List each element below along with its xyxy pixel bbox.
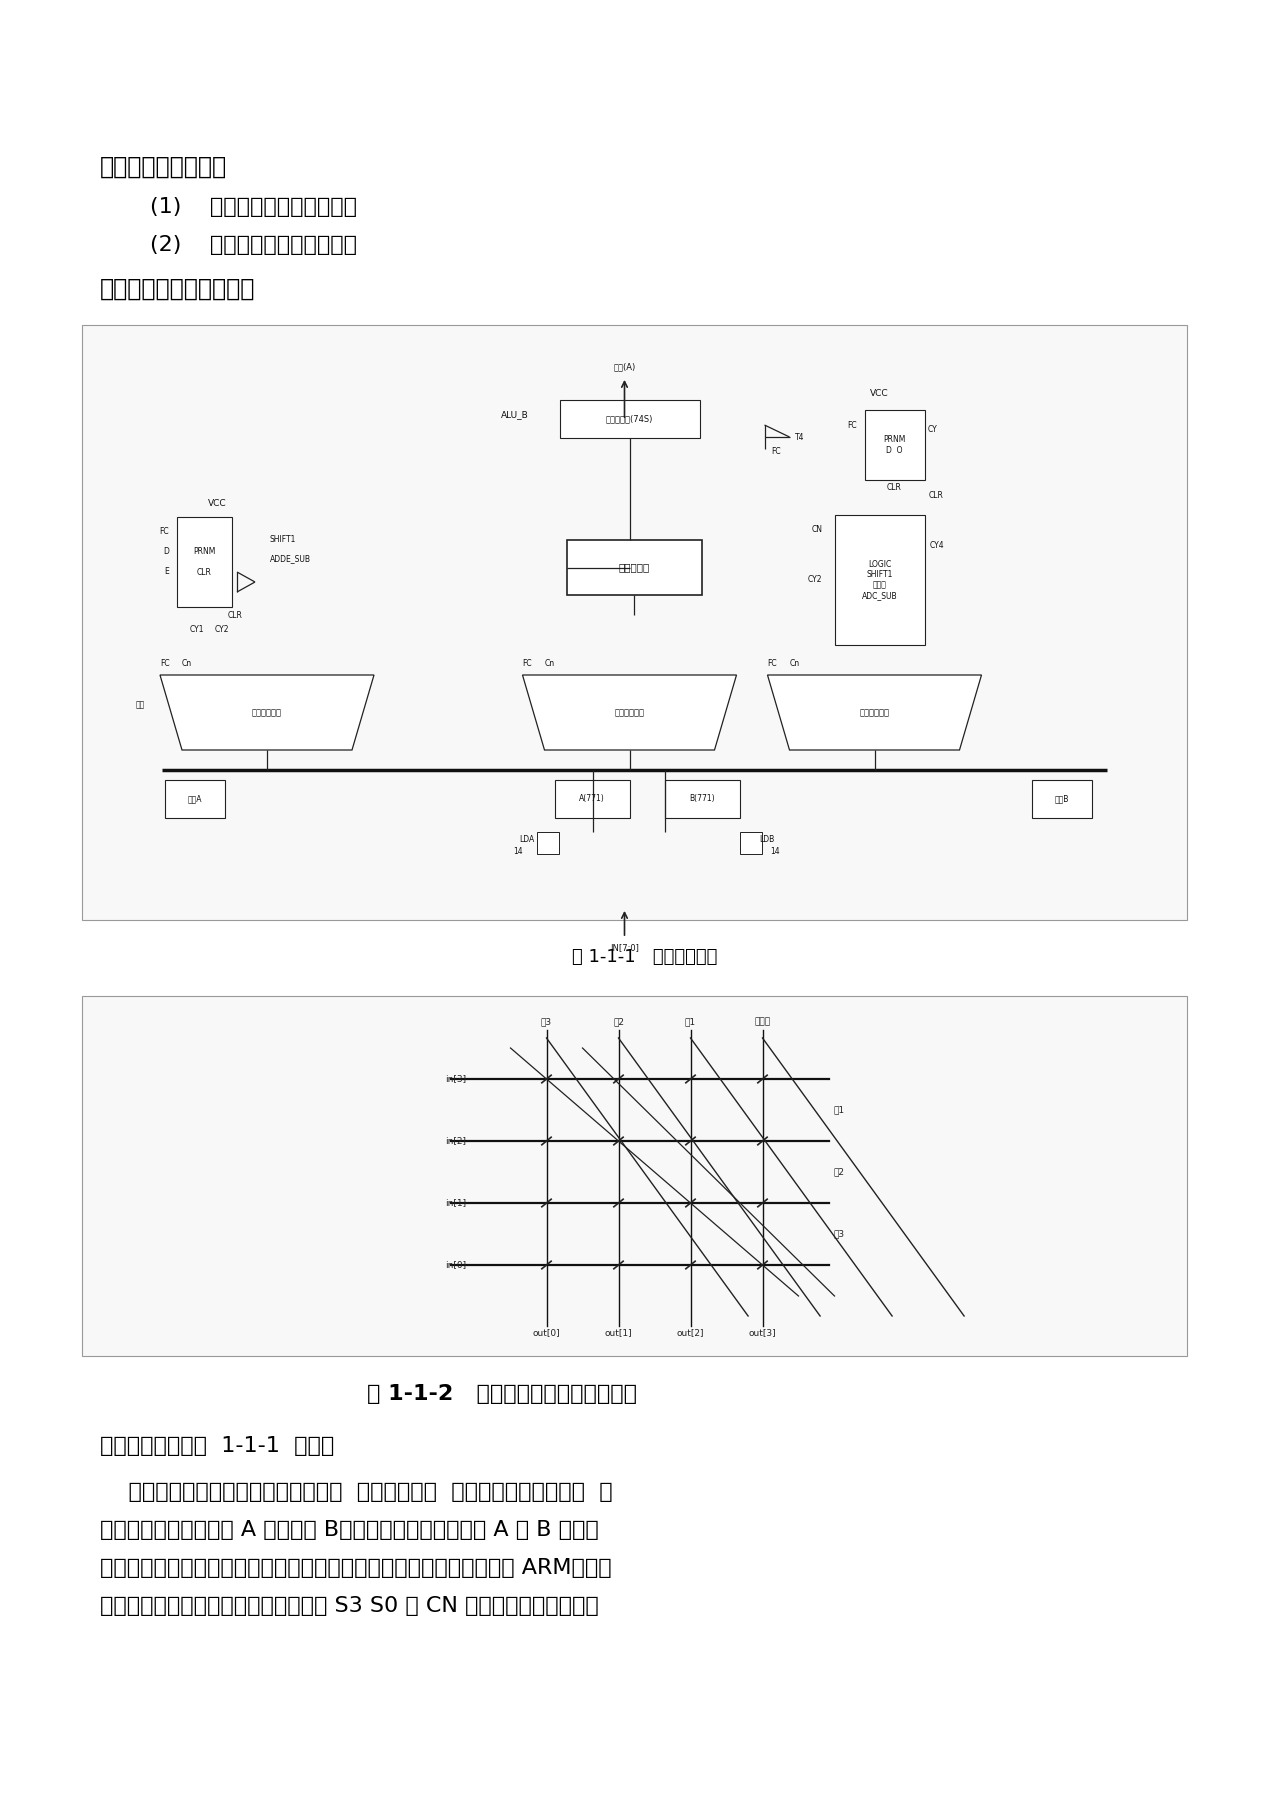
Text: 算术运算器件: 算术运算器件 — [252, 707, 282, 716]
Text: 本实验的原理如图  1-1-1  所示。: 本实验的原理如图 1-1-1 所示。 — [99, 1436, 334, 1456]
Text: 14: 14 — [771, 848, 780, 857]
Polygon shape — [767, 675, 981, 750]
Text: 左3: 左3 — [541, 1017, 552, 1026]
Text: D: D — [163, 547, 169, 556]
Text: FC: FC — [161, 658, 169, 667]
Text: CN: CN — [812, 525, 823, 534]
Text: CY: CY — [927, 426, 938, 435]
Text: 一．实验目的及要求: 一．实验目的及要求 — [99, 155, 227, 179]
Text: 右3: 右3 — [833, 1230, 845, 1239]
Text: 运算器内部含有三个独立运算部件，  分别为算术、  逻辑和移位运算部件，  要: 运算器内部含有三个独立运算部件， 分别为算术、 逻辑和移位运算部件， 要 — [99, 1483, 613, 1503]
Text: 右2: 右2 — [613, 1017, 624, 1026]
Polygon shape — [522, 675, 736, 750]
Text: CLR: CLR — [929, 491, 944, 500]
Text: LDA: LDA — [520, 835, 535, 844]
Text: FC: FC — [847, 420, 856, 429]
Text: in[1]: in[1] — [446, 1198, 466, 1207]
Text: FC: FC — [159, 527, 169, 536]
Bar — [1032, 779, 1092, 817]
Text: A(771): A(771) — [580, 794, 605, 803]
Bar — [559, 400, 699, 438]
Text: T4: T4 — [795, 433, 804, 442]
Text: 右2: 右2 — [833, 1167, 845, 1176]
Bar — [567, 539, 702, 595]
Bar — [177, 518, 232, 606]
Bar — [834, 514, 925, 646]
Text: 不移位: 不移位 — [754, 1017, 771, 1026]
Text: CY2: CY2 — [215, 624, 229, 633]
Text: E: E — [164, 568, 169, 577]
Text: in[3]: in[3] — [446, 1075, 466, 1084]
Text: in[0]: in[0] — [446, 1261, 466, 1270]
Text: CY4: CY4 — [930, 541, 944, 550]
Text: 数汇(A): 数汇(A) — [613, 363, 636, 372]
Text: 学习: 学习 — [136, 700, 145, 709]
Text: 暂存B: 暂存B — [1055, 794, 1069, 803]
Bar — [554, 779, 629, 817]
Polygon shape — [161, 675, 375, 750]
Text: （有些处理器体系构造把移位运算器放于算术和逻辑运算部件之前，如 ARM），各: （有些处理器体系构造把移位运算器放于算术和逻辑运算部件之前，如 ARM），各 — [99, 1559, 612, 1578]
Text: 图 1-1-1   运算器原理图: 图 1-1-1 运算器原理图 — [572, 947, 717, 965]
Text: PRNM
D  O: PRNM D O — [883, 435, 906, 455]
Text: 暂存A: 暂存A — [187, 794, 203, 803]
Text: Cn: Cn — [544, 658, 554, 667]
Text: CY1: CY1 — [190, 624, 204, 633]
Text: (1)    理解运算器的组成构造。: (1) 理解运算器的组成构造。 — [150, 197, 357, 216]
Bar — [739, 832, 762, 853]
Text: out[1]: out[1] — [605, 1328, 632, 1337]
Text: in[2]: in[2] — [446, 1137, 466, 1146]
Text: FC: FC — [772, 447, 781, 455]
Text: 移位运算器件: 移位运算器件 — [860, 707, 889, 716]
Text: IN[7:0]: IN[7:0] — [610, 943, 640, 953]
Text: VCC: VCC — [870, 388, 889, 397]
Text: SHIFT1: SHIFT1 — [270, 534, 297, 543]
Text: PRNM

CLR: PRNM CLR — [194, 547, 215, 577]
Bar — [166, 779, 225, 817]
Text: 二．实验模块及实验原理: 二．实验模块及实验原理 — [99, 278, 255, 301]
Text: CLR: CLR — [228, 610, 242, 619]
Text: out[0]: out[0] — [533, 1328, 561, 1337]
Text: 右1: 右1 — [833, 1106, 845, 1115]
Text: 左1: 左1 — [685, 1017, 696, 1026]
Bar — [82, 996, 1187, 1357]
Text: 14: 14 — [513, 848, 522, 857]
Bar — [665, 779, 739, 817]
Text: 二态触发器(74S): 二态触发器(74S) — [606, 415, 654, 424]
Text: ALU_B: ALU_B — [501, 411, 529, 420]
Text: ADDE_SUB: ADDE_SUB — [270, 554, 311, 563]
Text: out[2]: out[2] — [676, 1328, 705, 1337]
Text: LOGIC
SHIFT1
移码器
ADC_SUB: LOGIC SHIFT1 移码器 ADC_SUB — [861, 559, 897, 601]
Text: CLR: CLR — [887, 483, 902, 492]
Text: B(771): B(771) — [689, 794, 715, 803]
Text: 逻辑运算器件: 逻辑运算器件 — [614, 707, 645, 716]
Text: LDB: LDB — [759, 835, 775, 844]
Text: (2)    掌握运算器的工作原理。: (2) 掌握运算器的工作原理。 — [150, 235, 357, 254]
Bar — [82, 325, 1187, 920]
Text: FC: FC — [522, 658, 533, 667]
Text: CY2: CY2 — [808, 575, 823, 584]
Text: Cn: Cn — [790, 658, 800, 667]
Text: 图 1-1-2   交叉开关桶形移位器原理图: 图 1-1-2 交叉开关桶形移位器原理图 — [367, 1384, 637, 1404]
Text: Cn: Cn — [182, 658, 192, 667]
Text: 三选一开关: 三选一开关 — [618, 563, 650, 572]
Text: out[3]: out[3] — [749, 1328, 776, 1337]
Bar — [865, 410, 925, 480]
Bar — [536, 832, 558, 853]
Text: 处理的数据存于暂存器 A 和暂存器 B，三个部件同时承受来自 A 和 B 的数据: 处理的数据存于暂存器 A 和暂存器 B，三个部件同时承受来自 A 和 B 的数据 — [99, 1521, 599, 1541]
Text: 部件对操作数进展何种运算由控制信号 S3 S0 和 CN 来决定，任何时候，多: 部件对操作数进展何种运算由控制信号 S3 S0 和 CN 来决定，任何时候，多 — [99, 1597, 599, 1616]
Text: FC: FC — [767, 658, 777, 667]
Text: VCC: VCC — [208, 498, 227, 507]
